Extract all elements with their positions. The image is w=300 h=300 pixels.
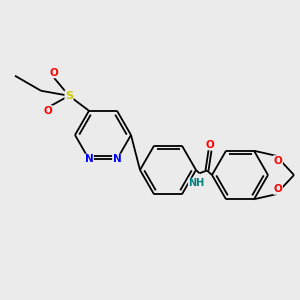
Text: O: O (50, 68, 58, 78)
Text: O: O (274, 184, 282, 194)
Text: N: N (112, 154, 122, 164)
Text: S: S (65, 91, 73, 101)
Text: O: O (206, 140, 214, 149)
Text: O: O (274, 156, 282, 166)
Text: O: O (44, 106, 52, 116)
Text: N: N (85, 154, 93, 164)
Text: NH: NH (188, 178, 205, 188)
